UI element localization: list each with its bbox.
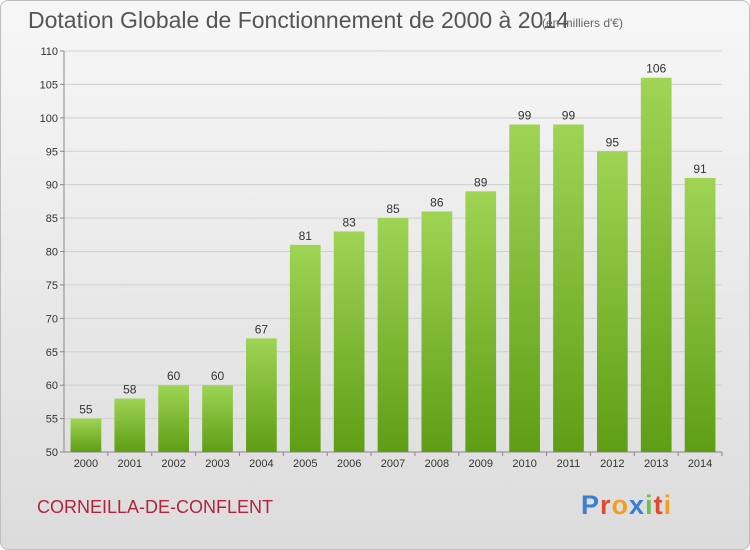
bar-value-label: 85 — [386, 202, 400, 216]
bar-value-label: 55 — [79, 403, 93, 417]
bar — [377, 218, 409, 452]
bar-value-label: 81 — [299, 229, 313, 243]
proxiti-logo: Proxiti — [581, 490, 672, 521]
logo-letter: t — [653, 490, 664, 520]
y-tick-label: 60 — [46, 380, 58, 392]
bar — [333, 231, 365, 452]
y-tick-label: 70 — [46, 313, 58, 325]
bar-value-label: 89 — [474, 175, 488, 189]
logo-letter: o — [611, 490, 630, 520]
bar-value-label: 99 — [562, 109, 576, 123]
bar-value-label: 58 — [123, 383, 137, 397]
x-tick-label: 2007 — [381, 458, 405, 470]
logo-letter: P — [581, 490, 601, 520]
chart-title: Dotation Globale de Fonctionnement de 20… — [28, 7, 569, 33]
x-tick-label: 2004 — [249, 458, 273, 470]
x-tick-label: 2014 — [688, 458, 712, 470]
y-tick-label: 65 — [46, 347, 58, 359]
y-tick-label: 110 — [40, 46, 58, 58]
x-tick-label: 2010 — [512, 458, 536, 470]
chart-unit: (en milliers d'€) — [542, 16, 623, 30]
logo-letter: i — [645, 490, 654, 520]
bar — [202, 385, 233, 452]
x-tick-label: 2000 — [74, 458, 98, 470]
y-tick-label: 105 — [40, 79, 58, 91]
y-tick-label: 55 — [46, 414, 58, 426]
x-tick-label: 2009 — [468, 458, 492, 470]
x-tick-label: 2003 — [205, 458, 229, 470]
bar-value-label: 86 — [430, 195, 444, 209]
x-tick-label: 2008 — [425, 458, 449, 470]
x-tick-label: 2006 — [337, 458, 361, 470]
bar — [158, 385, 190, 452]
bar — [509, 124, 540, 453]
x-tick-label: 2013 — [644, 458, 668, 470]
bar — [289, 244, 321, 452]
x-tick-label: 2001 — [118, 458, 142, 470]
logo-letter: r — [600, 490, 612, 520]
bar — [114, 398, 146, 452]
y-tick-label: 75 — [46, 280, 58, 292]
bar — [640, 77, 672, 452]
x-tick-label: 2002 — [161, 458, 185, 470]
bar-value-label: 95 — [606, 135, 620, 149]
logo-letter: i — [663, 490, 673, 520]
bar-value-label: 83 — [342, 215, 356, 229]
bar — [465, 191, 497, 452]
y-tick-label: 100 — [40, 113, 58, 125]
y-tick-label: 95 — [46, 146, 58, 158]
bar-value-label: 106 — [646, 62, 666, 76]
x-tick-label: 2011 — [557, 458, 581, 470]
y-tick-label: 90 — [46, 180, 58, 192]
bar-value-label: 99 — [518, 109, 532, 123]
y-tick-label: 85 — [46, 213, 58, 225]
y-tick-label: 50 — [46, 447, 58, 459]
bar — [684, 177, 716, 452]
x-tick-label: 2012 — [600, 458, 624, 470]
y-tick-label: 80 — [46, 247, 58, 259]
x-tick-label: 2005 — [293, 458, 317, 470]
bar — [70, 418, 102, 452]
commune-name: CORNEILLA-DE-CONFLENT — [37, 497, 274, 517]
bar-value-label: 60 — [167, 369, 181, 383]
logo-letter: x — [629, 490, 646, 520]
bar — [596, 151, 628, 452]
bar — [553, 124, 584, 453]
bar-value-label: 67 — [255, 322, 269, 336]
bar-value-label: 60 — [211, 369, 225, 383]
bar — [421, 211, 453, 452]
bar — [246, 338, 277, 452]
bar-value-label: 91 — [693, 162, 707, 176]
